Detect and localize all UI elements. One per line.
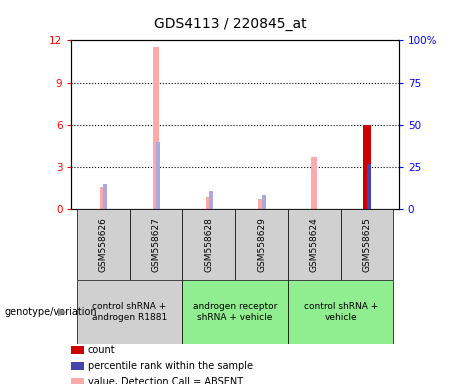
- Bar: [130, 209, 182, 280]
- Text: ▶: ▶: [59, 307, 67, 317]
- Text: GSM558624: GSM558624: [310, 217, 319, 272]
- Bar: [182, 209, 235, 280]
- Bar: [77, 280, 182, 344]
- Bar: [258, 199, 265, 209]
- Bar: [100, 187, 106, 209]
- Bar: [182, 280, 288, 344]
- Bar: [367, 164, 371, 209]
- Bar: [261, 195, 266, 209]
- Bar: [206, 197, 212, 209]
- Text: GSM558626: GSM558626: [99, 217, 107, 272]
- Bar: [153, 47, 159, 209]
- Text: GDS4113 / 220845_at: GDS4113 / 220845_at: [154, 17, 307, 31]
- Text: GSM558627: GSM558627: [151, 217, 160, 272]
- Text: control shRNA +
androgen R1881: control shRNA + androgen R1881: [92, 302, 167, 322]
- Text: GSM558625: GSM558625: [363, 217, 372, 272]
- Bar: [209, 191, 213, 209]
- Bar: [311, 157, 318, 209]
- Text: GSM558629: GSM558629: [257, 217, 266, 272]
- Text: percentile rank within the sample: percentile rank within the sample: [88, 361, 253, 371]
- Text: GSM558628: GSM558628: [204, 217, 213, 272]
- Text: androgen receptor
shRNA + vehicle: androgen receptor shRNA + vehicle: [193, 302, 278, 322]
- Text: genotype/variation: genotype/variation: [5, 307, 97, 317]
- Bar: [341, 209, 394, 280]
- Text: value, Detection Call = ABSENT: value, Detection Call = ABSENT: [88, 377, 242, 384]
- Bar: [288, 209, 341, 280]
- Text: control shRNA +
vehicle: control shRNA + vehicle: [304, 302, 378, 322]
- Bar: [156, 142, 160, 209]
- Bar: [103, 184, 107, 209]
- Text: count: count: [88, 345, 115, 355]
- Bar: [288, 280, 394, 344]
- Bar: [77, 209, 130, 280]
- Bar: [363, 125, 371, 209]
- Bar: [235, 209, 288, 280]
